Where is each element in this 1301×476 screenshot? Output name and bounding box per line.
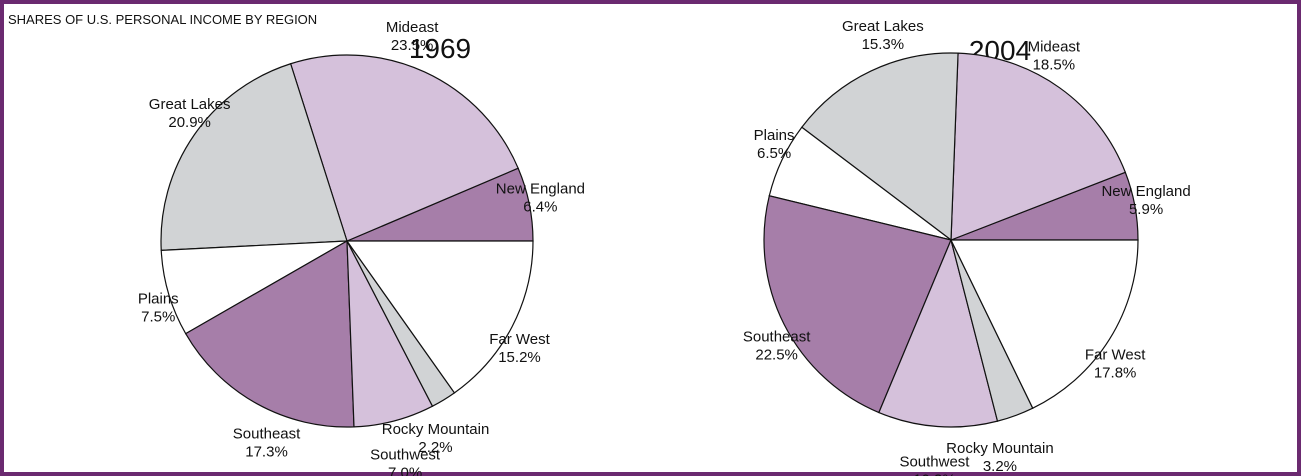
slice-label: New England xyxy=(1101,183,1190,200)
pie-slice xyxy=(950,52,1127,241)
pie-slice xyxy=(160,62,348,251)
pie-slice xyxy=(289,54,519,242)
slice-label: New England xyxy=(496,180,585,197)
slice-value-label: 20.9% xyxy=(168,114,211,131)
slice-value-label: 10.3% xyxy=(913,471,956,476)
slice-value-label: 2.2% xyxy=(418,439,452,456)
slice-label: Mideast xyxy=(386,19,439,36)
slice-label: Rocky Mountain xyxy=(946,440,1054,457)
slice-label: Far West xyxy=(489,331,550,348)
pie-slice xyxy=(878,238,999,428)
slice-value-label: 15.3% xyxy=(862,36,905,53)
slice-label: Southeast xyxy=(233,425,301,442)
pie-slice xyxy=(800,52,959,242)
slice-label: Great Lakes xyxy=(149,96,231,113)
slice-value-label: 5.9% xyxy=(1129,201,1163,218)
slice-value-label: 22.5% xyxy=(755,346,798,363)
slice-value-label: 7.0% xyxy=(388,464,422,476)
slice-label: Southwest xyxy=(370,446,441,463)
slice-value-label: 18.5% xyxy=(1033,56,1076,73)
slice-value-label: 6.4% xyxy=(523,198,557,215)
slice-value-label: 17.8% xyxy=(1094,364,1137,381)
slice-label: Mideast xyxy=(1028,38,1081,55)
slice-label: Southeast xyxy=(743,328,811,345)
page-title: SHARES OF U.S. PERSONAL INCOME BY REGION xyxy=(8,12,317,27)
slice-value-label: 6.5% xyxy=(757,145,791,162)
slice-label: Plains xyxy=(138,290,179,307)
slice-value-label: 7.5% xyxy=(141,308,175,325)
slice-label: Plains xyxy=(754,127,795,144)
slice-label: Rocky Mountain xyxy=(382,421,490,438)
slice-value-label: 15.2% xyxy=(498,349,541,366)
slice-value-label: 17.3% xyxy=(245,443,288,460)
pie-slice xyxy=(950,239,1139,409)
slice-label: Southwest xyxy=(899,453,970,470)
pie-slice xyxy=(763,195,952,414)
slice-value-label: 23.5% xyxy=(391,37,434,54)
slice-value-label: 3.2% xyxy=(983,458,1017,475)
pie-slice xyxy=(184,239,355,428)
slice-label: Far West xyxy=(1085,346,1146,363)
chart-title: 1969 xyxy=(409,33,471,64)
pie-slice xyxy=(345,240,534,394)
slice-label: Great Lakes xyxy=(842,18,924,35)
